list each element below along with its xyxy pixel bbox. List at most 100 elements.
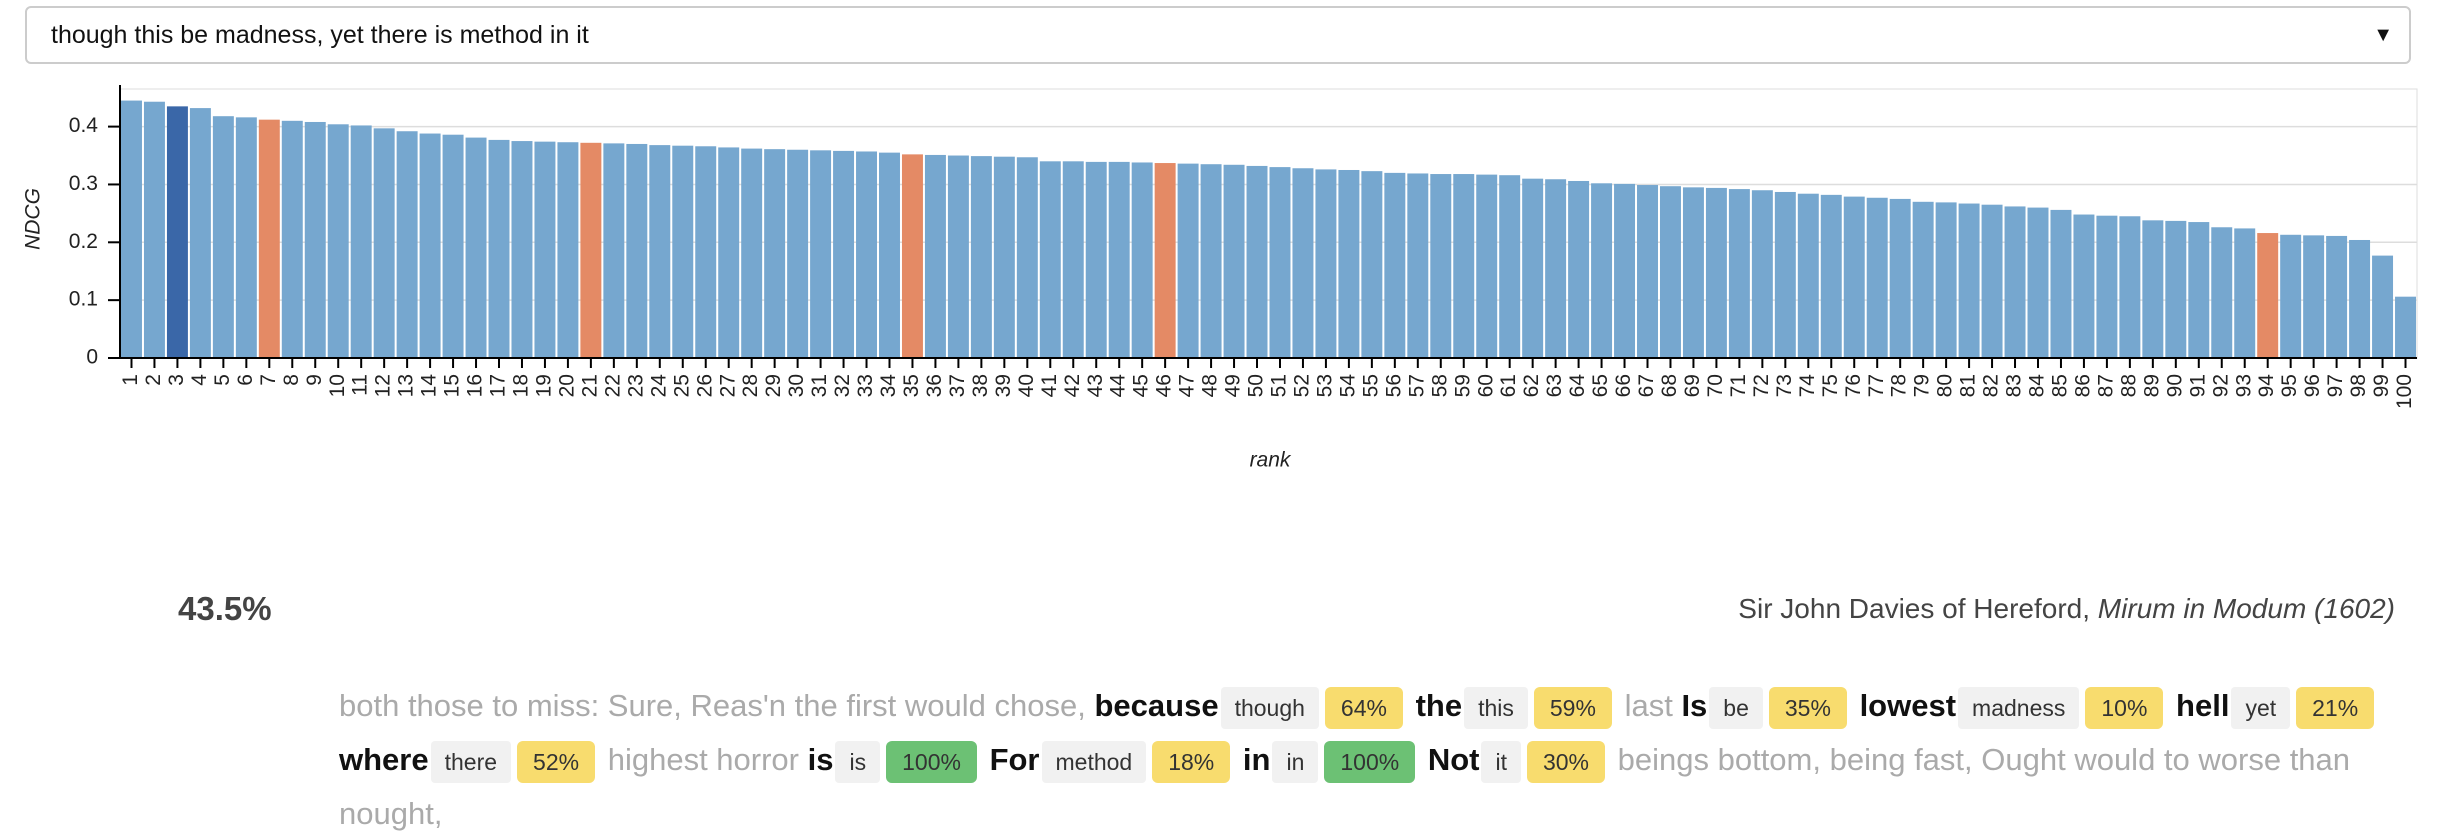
bar (212, 116, 234, 359)
x-tick-label: 13 (395, 374, 418, 397)
bar (2142, 220, 2164, 358)
bar (1200, 164, 1222, 358)
bar (419, 133, 441, 358)
x-tick-label: 90 (2163, 374, 2186, 397)
x-tick-label: 83 (2003, 374, 2026, 397)
bar (2119, 216, 2141, 358)
x-tick-label: 23 (624, 374, 647, 397)
x-tick-label: 17 (487, 374, 510, 397)
y-tick-label: 0 (86, 346, 98, 369)
bar (787, 149, 809, 358)
query-word: there (430, 741, 512, 783)
x-tick-label: 4 (188, 374, 211, 386)
x-tick-label: 62 (1520, 374, 1543, 397)
match-score: 100% (1324, 741, 1416, 783)
bar (396, 131, 418, 358)
bar (2280, 234, 2302, 358)
bar (2395, 296, 2416, 358)
x-tick-label: 31 (808, 374, 831, 397)
bar (1430, 174, 1452, 358)
bar (350, 125, 372, 358)
bar (1407, 173, 1429, 358)
bar (1039, 161, 1061, 358)
bar (1682, 187, 1704, 358)
x-tick-label: 82 (1980, 374, 2003, 397)
bar (511, 141, 533, 358)
x-tick-label: 38 (969, 374, 992, 397)
x-tick-label: 6 (234, 374, 257, 386)
x-tick-label: 58 (1428, 374, 1451, 397)
x-tick-label: 89 (2140, 374, 2163, 397)
x-tick-label: 92 (2209, 374, 2232, 397)
x-tick-label: 81 (1957, 374, 1980, 397)
query-dropdown[interactable]: though this be madness, yet there is met… (25, 6, 2411, 64)
bar (2050, 209, 2072, 358)
bar (2303, 235, 2325, 358)
x-tick-label: 91 (2186, 374, 2209, 397)
x-tick-label: 78 (1888, 374, 1911, 397)
x-tick-label: 19 (532, 374, 555, 397)
x-tick-label: 12 (372, 374, 395, 397)
y-tick-label: 0.1 (69, 288, 98, 311)
match-score: 52% (517, 741, 596, 783)
bar (810, 150, 832, 358)
x-axis-label: rank (1250, 449, 1292, 472)
x-tick-label: 35 (900, 374, 923, 397)
x-tick-label: 32 (831, 374, 854, 397)
x-tick-label: 37 (946, 374, 969, 397)
bar (1384, 172, 1406, 358)
bar (1522, 178, 1544, 358)
bar (258, 119, 280, 358)
x-tick-label: 43 (1084, 374, 1107, 397)
bar (1889, 198, 1911, 358)
matched-word: because (1094, 688, 1219, 723)
y-tick-label: 0.4 (69, 114, 99, 137)
x-tick-label: 40 (1015, 374, 1038, 397)
dropdown-arrow: ▼ (2373, 24, 2393, 46)
bar (1338, 169, 1360, 358)
match-score: 100% (886, 741, 977, 783)
author: Sir John Davies of Hereford, (1738, 593, 2091, 624)
plain-text: highest horror (607, 742, 799, 777)
x-tick-label: 95 (2278, 374, 2301, 397)
x-tick-label: 68 (1658, 374, 1681, 397)
attribution: Sir John Davies of Hereford, Mirum in Mo… (1738, 593, 2395, 625)
bar (856, 151, 878, 358)
bar (1154, 163, 1176, 358)
plain-text: both those to miss: Sure, Reas'n the fir… (339, 688, 1086, 723)
bar (1062, 161, 1084, 358)
bar (488, 139, 510, 358)
matched-word: For (989, 742, 1040, 777)
bar (603, 143, 625, 358)
query-word: is (835, 741, 881, 783)
x-tick-label: 67 (1635, 374, 1658, 397)
bar (970, 156, 992, 358)
bar (1866, 197, 1888, 358)
x-tick-label: 29 (762, 374, 785, 397)
bar (1108, 161, 1130, 358)
x-tick-label: 87 (2094, 374, 2117, 397)
x-tick-label: 54 (1336, 374, 1359, 398)
matched-word: the (1415, 688, 1463, 723)
x-tick-label: 52 (1291, 374, 1314, 397)
match-score: 30% (1526, 741, 1606, 783)
bar (557, 142, 579, 358)
x-tick-label: 55 (1359, 374, 1382, 397)
plain-text: last (1624, 688, 1673, 723)
x-tick-label: 93 (2232, 374, 2255, 397)
x-tick-label: 74 (1796, 374, 1819, 398)
chart: rank NDCG 00.10.20.30.41 2 3 4 5 6 7 8 9 10 11 12 13… (22, 85, 2418, 472)
match-score: 18% (1152, 741, 1231, 783)
bar (672, 145, 694, 358)
x-tick-label: 77 (1865, 374, 1888, 397)
bar (2326, 235, 2348, 358)
query-word: though (1220, 687, 1319, 729)
x-tick-label: 53 (1313, 374, 1336, 397)
bar (947, 155, 969, 358)
x-tick-label: 11 (349, 374, 372, 396)
bar (1820, 194, 1842, 358)
match-score: 21% (2296, 687, 2375, 729)
x-tick-label: 69 (1681, 374, 1704, 397)
x-tick-label: 61 (1497, 374, 1520, 397)
bar (924, 154, 946, 358)
